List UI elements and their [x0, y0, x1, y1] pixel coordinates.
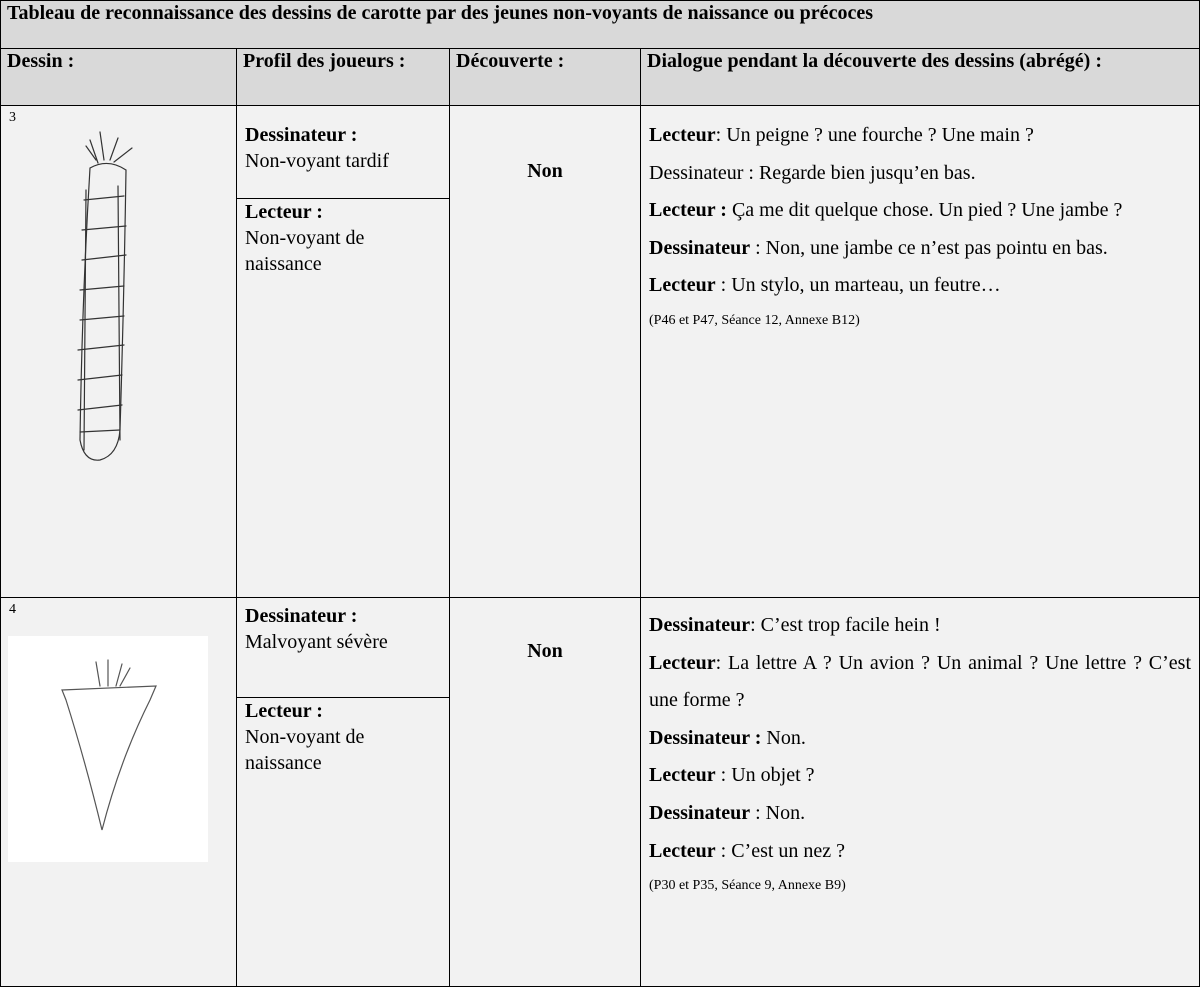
drawing-number: 4: [9, 602, 16, 617]
dialogue-line: Lecteur : Ça me dit quelque chose. Un pi…: [649, 192, 1191, 230]
profile-role: Dessinateur :: [245, 124, 358, 146]
speaker: Lecteur: [649, 651, 716, 674]
title-cell: Tableau de reconnaissance des dessins de…: [0, 0, 1200, 49]
dialogue-text: : C’est un nez ?: [715, 839, 846, 862]
dialogue-line: Dessinateur : Regarde bien jusqu’en bas.: [649, 155, 1191, 193]
dialogue-text: : Un objet ?: [715, 764, 815, 787]
profile-cell: Dessinateur : Malvoyant sévère: [236, 597, 450, 698]
speaker: Dessinateur: [649, 236, 751, 259]
profile-role: Lecteur :: [245, 201, 323, 223]
dialogue-text: Ça me dit quelque chose. Un pied ? Une j…: [726, 199, 1123, 222]
dialogue-text: : Non.: [750, 801, 806, 824]
dialogue-line: Lecteur: Un peigne ? une fourche ? Une m…: [649, 117, 1191, 155]
drawing-cell: 3: [0, 105, 237, 598]
drawing-number: 3: [9, 110, 16, 125]
dialogue-text: : Un peigne ? une fourche ? Une main ?: [715, 124, 1034, 146]
profile-description: Non-voyant de naissance: [245, 227, 365, 275]
dialogue-text: : La lettre A ? Un avion ? Un animal ? U…: [649, 651, 1191, 712]
speaker: Lecteur: [649, 839, 716, 862]
discovery-value: Non: [527, 160, 563, 182]
profile-role: Lecteur :: [245, 700, 323, 722]
discovery-cell: Non: [449, 597, 641, 987]
speaker: Dessinateur :: [649, 726, 762, 749]
dialogue-text: : Un stylo, un marteau, un feutre…: [715, 274, 1001, 297]
dialogue-line: Dessinateur : Non.: [649, 795, 1191, 833]
dialogue-text: Dessinateur : Regarde bien jusqu’en bas.: [649, 161, 976, 184]
speaker: Dessinateur: [649, 614, 751, 636]
profile-description: Non-voyant tardif: [245, 150, 389, 172]
speaker: Lecteur: [649, 274, 716, 297]
header-cell: Dialogue pendant la découverte des dessi…: [640, 48, 1200, 106]
drawing-cell: 4: [0, 597, 237, 987]
dialogue-line: Lecteur : Un objet ?: [649, 757, 1191, 795]
speaker: Lecteur :: [649, 199, 727, 222]
dialogue-line: Dessinateur : Non, une jambe ce n’est pa…: [649, 230, 1191, 268]
discovery-cell: Non: [449, 105, 641, 598]
column-header: Dessin :: [7, 50, 75, 72]
dialogue-text: : C’est trop facile hein !: [750, 614, 941, 636]
dialogue-line: Lecteur : Un stylo, un marteau, un feutr…: [649, 267, 1191, 305]
dialogue-line: Dessinateur : Non.: [649, 720, 1191, 758]
dialogue-text: Non.: [761, 726, 806, 749]
speaker: Dessinateur: [649, 801, 751, 824]
header-cell: Dessin :: [0, 48, 237, 106]
citation: (P30 et P35, Séance 9, Annexe B9): [649, 878, 846, 894]
profile-cell: Dessinateur : Non-voyant tardif: [236, 105, 450, 199]
profile-role: Dessinateur :: [245, 605, 358, 627]
dialogue-line: Lecteur : C’est un nez ?: [649, 833, 1191, 871]
profile-cell: Lecteur : Non-voyant de naissance: [236, 198, 450, 598]
dialogue-cell: Lecteur: Un peigne ? une fourche ? Une m…: [640, 105, 1200, 598]
column-header: Profil des joueurs :: [243, 50, 406, 72]
dialogue-text: : Non, une jambe ce n’est pas pointu en …: [750, 236, 1108, 259]
column-header: Dialogue pendant la découverte des dessi…: [647, 50, 1102, 72]
speaker: Lecteur: [649, 764, 716, 787]
dialogue-line: Lecteur: La lettre A ? Un avion ? Un ani…: [649, 645, 1191, 720]
speaker: Lecteur: [649, 124, 716, 146]
column-header: Découverte :: [456, 50, 565, 72]
dialogue-line: Dessinateur: C’est trop facile hein !: [649, 607, 1191, 645]
profile-cell: Lecteur : Non-voyant de naissance: [236, 697, 450, 987]
dialogue-cell: Dessinateur: C’est trop facile hein ! Lec…: [640, 597, 1200, 987]
profile-description: Non-voyant de naissance: [245, 726, 365, 774]
header-cell: Découverte :: [449, 48, 641, 106]
discovery-value: Non: [527, 640, 563, 662]
header-cell: Profil des joueurs :: [236, 48, 450, 106]
profile-description: Malvoyant sévère: [245, 631, 388, 653]
citation: (P46 et P47, Séance 12, Annexe B12): [649, 312, 860, 328]
table-title: Tableau de reconnaissance des dessins de…: [7, 2, 873, 24]
